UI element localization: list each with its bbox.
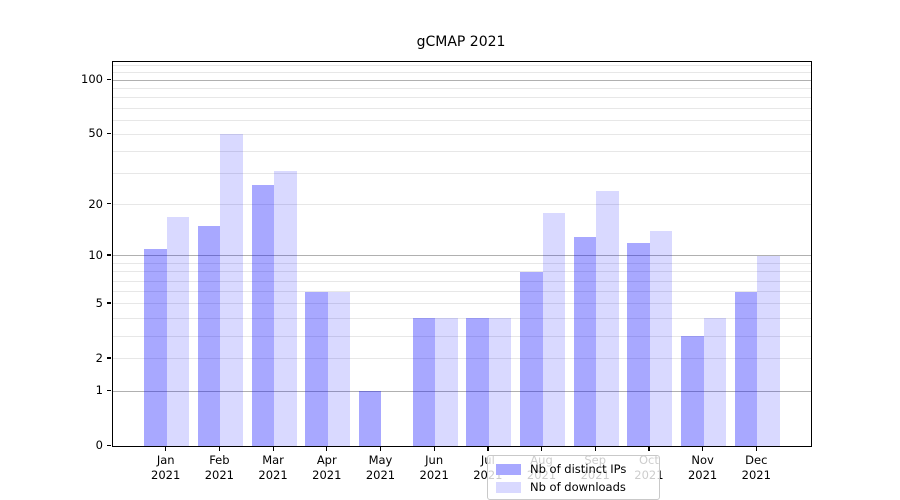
bar-downloads-apr — [327, 291, 351, 446]
x-tick-may — [379, 446, 382, 451]
x-tick-jun — [433, 446, 435, 451]
gridline-minor-60 — [113, 119, 811, 121]
y-tick-label-2: 2 — [95, 350, 103, 365]
gridline-minor-5 — [113, 303, 811, 305]
y-tick-label-0: 0 — [95, 438, 103, 452]
bar-downloads-jan — [166, 216, 190, 446]
bar-distinct-ips-may — [358, 391, 382, 446]
x-tick-sep — [594, 446, 596, 451]
x-tick-jul — [487, 446, 489, 451]
legend-swatch-distinct-ips — [496, 463, 521, 475]
x-tick-label-may: May 2021 — [365, 453, 396, 482]
x-tick-feb — [218, 446, 221, 451]
bar-downloads-mar — [274, 171, 297, 446]
bar-distinct-ips-aug — [520, 271, 543, 446]
gridline-minor-110 — [113, 72, 811, 74]
bar-downloads-dec — [757, 255, 780, 446]
bar-downloads-jul — [488, 318, 512, 446]
y-tick-1 — [107, 389, 111, 391]
gridline-minor-3 — [113, 335, 811, 337]
bar-downloads-aug — [542, 212, 566, 446]
legend-label-downloads: Nb of downloads — [530, 480, 626, 494]
x-tick-mar — [272, 446, 274, 451]
bar-downloads-sep — [596, 190, 619, 446]
x-tick-label-apr: Apr 2021 — [312, 453, 342, 482]
gridline-minor-9 — [113, 262, 811, 264]
chart-title: gCMAP 2021 — [416, 34, 506, 50]
x-tick-oct — [648, 446, 650, 451]
bar-distinct-ips-apr — [305, 291, 328, 446]
bar-downloads-feb — [220, 134, 243, 446]
x-tick-label-feb: Feb 2021 — [204, 453, 235, 482]
gridline-minor-80 — [113, 97, 811, 99]
x-tick-aug — [541, 446, 543, 451]
legend-item-downloads: Nb of downloads — [496, 479, 651, 495]
y-tick-label-5: 5 — [95, 295, 103, 310]
gridline-minor-8 — [113, 271, 811, 273]
bar-distinct-ips-mar — [251, 184, 275, 446]
bar-downloads-oct — [649, 231, 673, 446]
gridline-minor-120 — [113, 65, 811, 67]
legend: Nb of distinct IPs Nb of downloads — [487, 455, 660, 500]
gridline-minor-50 — [113, 133, 811, 135]
x-tick-apr — [326, 446, 328, 451]
bar-distinct-ips-jan — [144, 249, 167, 446]
y-tick-2 — [107, 357, 111, 359]
gridline-minor-30 — [113, 173, 811, 175]
gridline-major-10 — [113, 255, 811, 257]
gridline-major-1 — [113, 390, 811, 392]
y-tick-50 — [107, 132, 111, 134]
y-tick-5 — [107, 302, 111, 304]
bar-distinct-ips-jul — [466, 318, 489, 446]
bar-distinct-ips-dec — [734, 291, 758, 446]
legend-item-distinct-ips: Nb of distinct IPs — [496, 461, 651, 477]
legend-label-distinct-ips: Nb of distinct IPs — [530, 462, 627, 476]
bar-distinct-ips-nov — [681, 336, 704, 446]
x-tick-dec — [755, 446, 757, 451]
bar-distinct-ips-sep — [573, 236, 597, 446]
bar-downloads-nov — [703, 318, 727, 446]
gridline-minor-2 — [113, 358, 811, 360]
gridline-major-100 — [113, 79, 811, 81]
legend-swatch-downloads — [496, 481, 521, 493]
plot-area: Nb of distinct IPs Nb of downloads — [112, 61, 812, 500]
bar-downloads-jun — [435, 318, 458, 446]
gridline-minor-20 — [113, 204, 811, 206]
x-tick-label-mar: Mar 2021 — [258, 453, 288, 482]
gridline-minor-90 — [113, 87, 811, 89]
y-tick-20 — [107, 203, 111, 205]
y-tick-0 — [107, 444, 111, 446]
bar-distinct-ips-jun — [412, 318, 436, 446]
y-tick-10 — [107, 254, 111, 256]
bar-distinct-ips-oct — [627, 242, 650, 446]
gridline-minor-40 — [113, 151, 811, 153]
gridline-minor-7 — [113, 280, 811, 282]
x-tick-label-dec: Dec 2021 — [741, 453, 771, 482]
gridline-minor-70 — [113, 107, 811, 109]
y-tick-label-50: 50 — [88, 126, 103, 141]
y-tick-label-10: 10 — [88, 247, 103, 262]
y-tick-label-20: 20 — [88, 196, 103, 211]
gridline-minor-6 — [113, 291, 811, 293]
gridline-minor-4 — [113, 317, 811, 319]
bar-distinct-ips-feb — [197, 226, 221, 446]
x-tick-label-jan: Jan 2021 — [151, 453, 181, 482]
y-tick-label-1: 1 — [95, 383, 103, 398]
y-tick-100 — [107, 78, 111, 80]
x-tick-label-nov: Nov 2021 — [687, 453, 718, 482]
plot-layer — [113, 62, 811, 446]
y-tick-label-100: 100 — [81, 72, 103, 87]
x-tick-label-jun: Jun 2021 — [419, 453, 449, 482]
x-tick-jan — [165, 446, 167, 451]
x-tick-nov — [702, 446, 704, 451]
